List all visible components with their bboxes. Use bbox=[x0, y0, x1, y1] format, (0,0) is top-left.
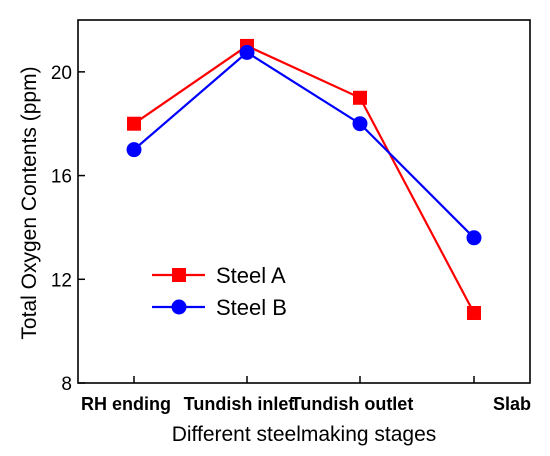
x-tick-label: Tundish inlet bbox=[184, 394, 295, 414]
plot-frame bbox=[77, 19, 531, 384]
y-axis-ticks: 8 12 16 20 bbox=[51, 63, 85, 395]
y-tick-label: 8 bbox=[61, 374, 72, 395]
data-point-steel-a bbox=[127, 116, 141, 131]
x-tick-label: RH ending bbox=[81, 394, 171, 414]
x-tick-label: Tundish outlet bbox=[291, 394, 414, 414]
legend-marker-steel-a bbox=[172, 268, 186, 282]
series-line-steel-a bbox=[133, 44, 475, 314]
y-tick-label: 20 bbox=[51, 63, 72, 84]
data-point-steel-a bbox=[353, 90, 367, 105]
y-tick-label: 16 bbox=[51, 167, 72, 188]
series-layer bbox=[126, 38, 482, 320]
data-point-steel-a bbox=[467, 305, 481, 320]
legend: Steel A Steel B bbox=[152, 263, 287, 320]
data-point-steel-b bbox=[352, 116, 368, 132]
data-point-steel-b bbox=[466, 230, 482, 246]
legend-label-steel-a: Steel A bbox=[216, 263, 286, 288]
legend-marker-steel-b bbox=[171, 299, 187, 315]
x-tick-label: Slab bbox=[493, 394, 531, 414]
y-axis-title: Total Oxygen Contents (ppm) bbox=[18, 66, 41, 339]
data-point-steel-b bbox=[239, 44, 255, 60]
x-axis-title: Different steelmaking stages bbox=[172, 423, 437, 446]
data-point-steel-b bbox=[126, 142, 142, 158]
y-tick-label: 12 bbox=[51, 270, 72, 291]
legend-label-steel-b: Steel B bbox=[216, 295, 287, 320]
series-line-steel-b bbox=[133, 51, 475, 239]
